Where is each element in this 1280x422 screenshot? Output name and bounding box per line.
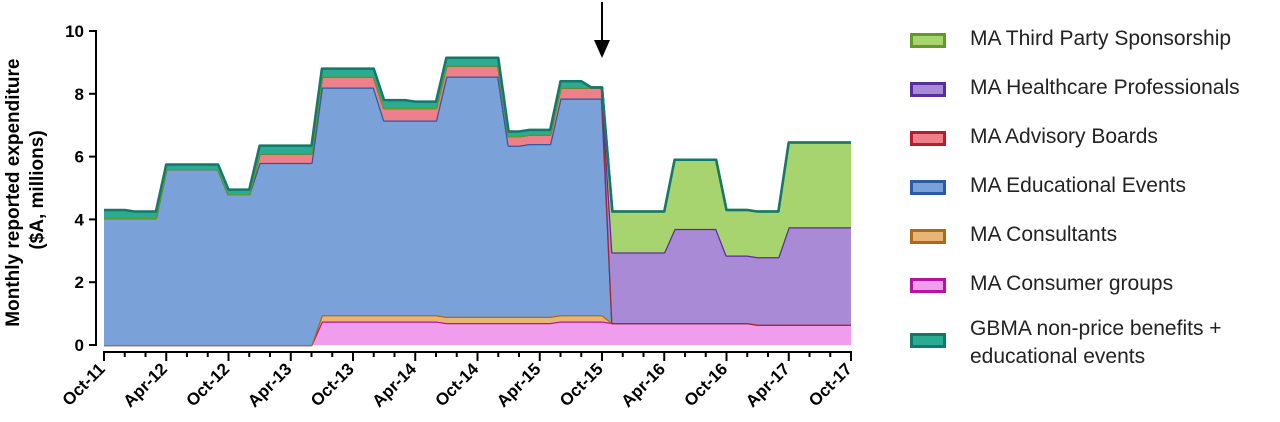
legend-label: MA Educational Events	[970, 174, 1186, 197]
legend-label: GBMA non-price benefits +	[970, 317, 1222, 340]
legend-label: MA Advisory Boards	[970, 125, 1158, 148]
area-ma-consultants	[104, 315, 851, 345]
chart-legend: MA Third Party Sponsorship MA Healthcare …	[905, 26, 1275, 369]
area-layers	[104, 56, 851, 347]
legend-item: GBMA non-price benefits + educational eve…	[905, 317, 1275, 369]
x-tick-label: Apr-17	[742, 359, 794, 411]
legend-label: MA Consumer groups	[970, 272, 1174, 295]
y-tick-label: 4	[75, 210, 85, 229]
x-tick-label: Apr-15	[493, 359, 545, 411]
x-tick-label: Oct-17	[805, 359, 856, 410]
x-tick-label: Oct-12	[182, 359, 233, 410]
x-tick-label: Oct-13	[307, 359, 358, 410]
legend-swatch	[910, 180, 946, 195]
area-ma-educational-events	[104, 76, 851, 345]
legend-swatch	[910, 131, 946, 146]
legend-item: MA Consultants	[905, 222, 1275, 271]
y-axis-title-line1: Monthly reported expenditure	[3, 59, 24, 327]
area-ma-third-party-sponsorship	[104, 65, 851, 258]
legend-swatch	[910, 333, 946, 348]
legend-item: MA Healthcare Professionals	[905, 75, 1275, 124]
legend-swatch	[910, 82, 946, 97]
legend-label: MA Healthcare Professionals	[970, 76, 1240, 99]
x-tick-label: Apr-12	[120, 359, 172, 411]
legend-item: MA Consumer groups	[905, 271, 1275, 320]
area-ma-healthcare-professionals	[104, 65, 851, 325]
x-tick-label: Oct-15	[556, 359, 607, 410]
legend-label: MA Consultants	[970, 223, 1118, 246]
y-tick-label: 8	[75, 85, 84, 104]
legend-label: MA Third Party Sponsorship	[970, 27, 1232, 50]
y-tick-label: 6	[75, 148, 84, 167]
x-tick-label: Apr-16	[618, 359, 670, 411]
annotation-arrow	[594, 2, 610, 58]
y-axis-title: Monthly reported expenditure ($A, millio…	[3, 53, 48, 326]
legend-label-line2: educational events	[970, 345, 1146, 368]
legend-swatch	[910, 278, 946, 293]
legend-item: MA Advisory Boards	[905, 124, 1275, 173]
legend-swatch	[910, 33, 946, 48]
y-tick-label: 2	[75, 273, 84, 292]
legend-item: MA Third Party Sponsorship	[905, 26, 1275, 75]
x-tick-label: Oct-11	[59, 359, 109, 409]
legend-item: MA Educational Events	[905, 173, 1275, 222]
legend-swatch	[910, 229, 946, 244]
y-axis-title-line2: ($A, millions)	[27, 130, 48, 249]
x-tick-label: Apr-13	[244, 359, 296, 411]
area-ma-consumer-groups	[104, 321, 851, 345]
x-tick-label: Oct-14	[431, 359, 482, 410]
x-axis: Oct-11 Apr-12 Oct-12 Apr-13 Oct-13 Apr-14 Oct-…	[59, 351, 856, 411]
line-gbma-non-price-benefits-educational-events	[104, 56, 851, 213]
x-tick-label: Oct-16	[680, 359, 731, 410]
x-tick-label: Apr-14	[369, 359, 421, 411]
y-tick-label: 10	[65, 22, 84, 41]
y-tick-label: 0	[75, 336, 84, 355]
y-axis: 0 2 4 6 8 10	[65, 22, 97, 355]
